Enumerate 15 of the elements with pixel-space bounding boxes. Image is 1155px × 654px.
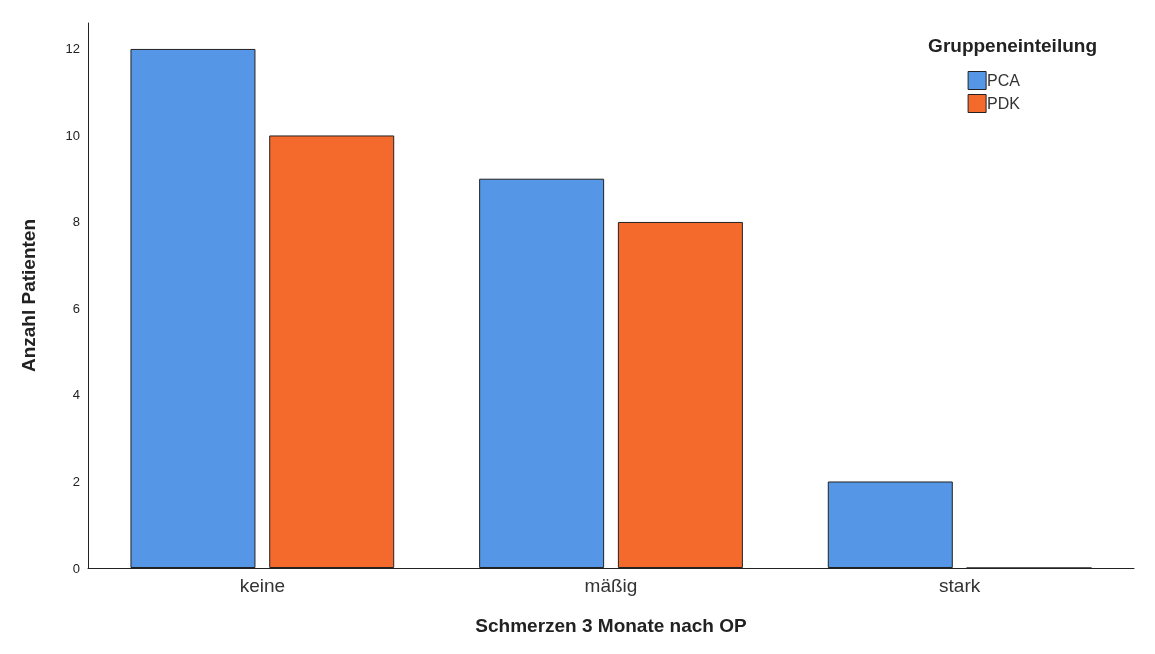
y-tick-label: 10: [65, 127, 80, 143]
y-tick-label: 0: [72, 560, 80, 576]
y-tick-label: 8: [72, 214, 80, 230]
x-axis-title: Schmerzen 3 Monate nach OP: [475, 615, 747, 636]
x-tick-label: mäßig: [584, 575, 638, 596]
legend-label: PDK: [987, 95, 1021, 112]
y-tick-label: 12: [65, 41, 80, 57]
x-tick-label: keine: [239, 575, 286, 596]
y-tick-label: 2: [72, 473, 80, 489]
y-axis-title: Anzahl Patienten: [18, 218, 39, 373]
x-tick-label: stark: [939, 575, 981, 596]
y-tick-label: 6: [72, 300, 80, 316]
legend-title: Gruppeneinteilung: [928, 35, 1098, 56]
y-tick-label: 4: [72, 387, 80, 403]
legend-label: PCA: [987, 72, 1021, 89]
